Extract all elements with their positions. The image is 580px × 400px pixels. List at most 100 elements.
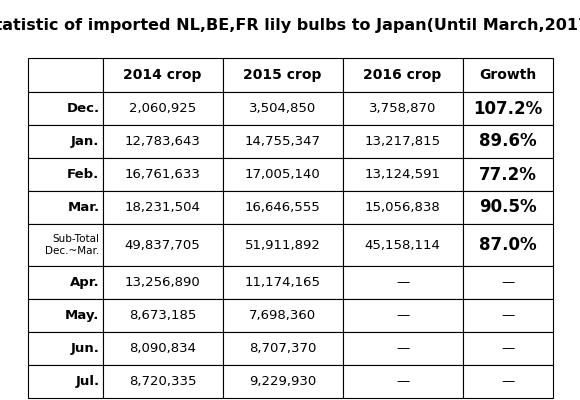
Text: 17,005,140: 17,005,140 xyxy=(245,168,320,181)
Bar xyxy=(223,125,343,158)
Text: 9,229,930: 9,229,930 xyxy=(249,375,316,388)
Text: 16,646,555: 16,646,555 xyxy=(245,201,320,214)
Text: 8,720,335: 8,720,335 xyxy=(129,375,196,388)
Bar xyxy=(27,332,103,365)
Bar xyxy=(27,191,103,224)
Text: 13,124,591: 13,124,591 xyxy=(364,168,440,181)
Bar xyxy=(223,224,343,266)
Text: 2016 crop: 2016 crop xyxy=(364,68,441,82)
Text: —: — xyxy=(396,309,409,322)
Text: Dec.: Dec. xyxy=(66,102,100,115)
Bar xyxy=(27,58,103,92)
Text: 90.5%: 90.5% xyxy=(478,198,536,216)
Bar xyxy=(27,299,103,332)
Bar xyxy=(103,125,223,158)
Text: 18,231,504: 18,231,504 xyxy=(125,201,201,214)
Bar xyxy=(343,299,462,332)
Bar xyxy=(462,299,553,332)
Text: 49,837,705: 49,837,705 xyxy=(125,238,200,252)
Text: Growth: Growth xyxy=(479,68,536,82)
Text: 45,158,114: 45,158,114 xyxy=(365,238,440,252)
Bar xyxy=(103,332,223,365)
Bar xyxy=(343,125,462,158)
Text: 77.2%: 77.2% xyxy=(478,166,536,184)
Bar xyxy=(343,92,462,125)
Text: 8,673,185: 8,673,185 xyxy=(129,309,196,322)
Bar xyxy=(462,191,553,224)
Bar xyxy=(223,158,343,191)
Text: Statistic of imported NL,BE,FR lily bulbs to Japan(Until March,2017): Statistic of imported NL,BE,FR lily bulb… xyxy=(0,18,580,33)
Bar xyxy=(27,266,103,299)
Text: Apr.: Apr. xyxy=(70,276,100,289)
Text: 14,755,347: 14,755,347 xyxy=(245,135,321,148)
Text: 15,056,838: 15,056,838 xyxy=(365,201,440,214)
Bar xyxy=(103,191,223,224)
Text: —: — xyxy=(396,375,409,388)
Bar xyxy=(103,224,223,266)
Bar xyxy=(103,158,223,191)
Bar xyxy=(223,92,343,125)
Text: Jan.: Jan. xyxy=(71,135,100,148)
Bar xyxy=(223,191,343,224)
Text: 7,698,360: 7,698,360 xyxy=(249,309,316,322)
Bar xyxy=(462,125,553,158)
Bar xyxy=(343,266,462,299)
Text: 3,504,850: 3,504,850 xyxy=(249,102,316,115)
Text: 2015 crop: 2015 crop xyxy=(244,68,322,82)
Text: 16,761,633: 16,761,633 xyxy=(125,168,201,181)
Text: —: — xyxy=(501,276,514,289)
Text: —: — xyxy=(396,342,409,355)
Text: Jul.: Jul. xyxy=(75,375,100,388)
Bar xyxy=(343,224,462,266)
Text: —: — xyxy=(501,309,514,322)
Bar xyxy=(343,365,462,398)
Bar xyxy=(343,332,462,365)
Text: Feb.: Feb. xyxy=(67,168,100,181)
Text: 51,911,892: 51,911,892 xyxy=(245,238,320,252)
Text: 2014 crop: 2014 crop xyxy=(124,68,202,82)
Text: 107.2%: 107.2% xyxy=(473,100,542,118)
Text: 13,256,890: 13,256,890 xyxy=(125,276,200,289)
Bar xyxy=(223,58,343,92)
Text: 8,707,370: 8,707,370 xyxy=(249,342,316,355)
Bar xyxy=(462,266,553,299)
Bar xyxy=(27,365,103,398)
Text: 3,758,870: 3,758,870 xyxy=(369,102,436,115)
Bar xyxy=(27,125,103,158)
Text: 89.6%: 89.6% xyxy=(478,132,536,150)
Text: —: — xyxy=(501,342,514,355)
Text: Jun.: Jun. xyxy=(71,342,100,355)
Bar xyxy=(103,299,223,332)
Bar xyxy=(103,58,223,92)
Bar xyxy=(27,224,103,266)
Text: 2,060,925: 2,060,925 xyxy=(129,102,196,115)
Text: 8,090,834: 8,090,834 xyxy=(129,342,196,355)
Text: Sub-Total
Dec.~Mar.: Sub-Total Dec.~Mar. xyxy=(45,234,100,256)
Bar xyxy=(462,158,553,191)
Bar xyxy=(223,299,343,332)
Bar xyxy=(27,158,103,191)
Bar xyxy=(462,92,553,125)
Bar xyxy=(462,365,553,398)
Bar xyxy=(103,92,223,125)
Bar xyxy=(27,92,103,125)
Bar xyxy=(343,191,462,224)
Text: May.: May. xyxy=(65,309,100,322)
Bar xyxy=(223,332,343,365)
Text: —: — xyxy=(501,375,514,388)
Bar xyxy=(462,58,553,92)
Text: Mar.: Mar. xyxy=(67,201,100,214)
Bar xyxy=(462,224,553,266)
Bar xyxy=(343,158,462,191)
Bar xyxy=(223,365,343,398)
Bar xyxy=(103,365,223,398)
Text: —: — xyxy=(396,276,409,289)
Bar xyxy=(223,266,343,299)
Text: 12,783,643: 12,783,643 xyxy=(125,135,201,148)
Bar xyxy=(343,58,462,92)
Text: 87.0%: 87.0% xyxy=(478,236,536,254)
Bar xyxy=(462,332,553,365)
Bar xyxy=(103,266,223,299)
Text: 11,174,165: 11,174,165 xyxy=(245,276,321,289)
Text: 13,217,815: 13,217,815 xyxy=(364,135,441,148)
